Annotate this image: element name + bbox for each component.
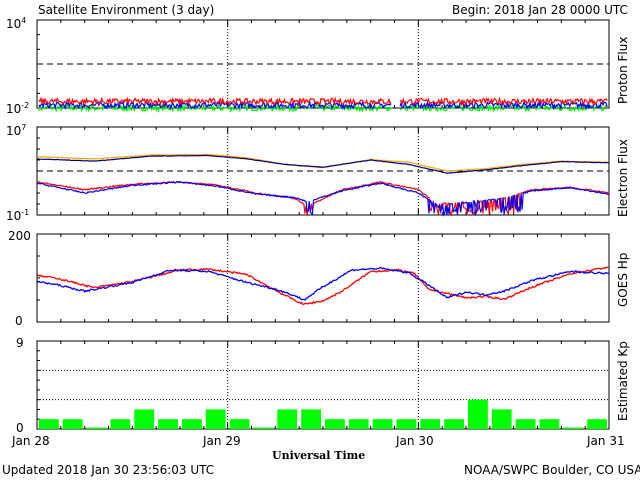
kp-bar: [182, 419, 202, 429]
page-title: Satellite Environment (3 day): [38, 3, 215, 17]
kp-bar: [229, 419, 250, 429]
kp-ytick-top: 9: [16, 336, 24, 350]
proton-ytick-bottom: 10-2: [6, 101, 30, 116]
proton-flux-label: Proton Flux: [616, 36, 630, 104]
begin-time: Begin: 2018 Jan 28 0000 UTC: [452, 3, 628, 17]
kp-bar: [253, 427, 274, 429]
panel-frame: [36, 233, 610, 323]
estimated-kp-label: Estimated Kp: [616, 341, 630, 421]
electron-ytick-top: 107: [6, 123, 27, 138]
goes-series-blue: [36, 266, 610, 301]
kp-bar: [587, 419, 607, 429]
kp-bar: [348, 419, 369, 429]
electron-series-navy: [36, 154, 610, 174]
kp-bar: [325, 419, 345, 429]
electron-ytick-bottom: 10-1: [6, 208, 30, 223]
kp-bar: [563, 427, 584, 429]
kp-bar: [491, 409, 512, 429]
kp-bar: [205, 409, 226, 429]
electron-flux-label: Electron Flux: [616, 139, 630, 217]
goes-series-red: [36, 266, 609, 305]
kp-bar: [301, 409, 321, 429]
kp-bar: [515, 419, 536, 429]
kp-bar: [396, 419, 417, 429]
kp-bar: [86, 427, 107, 429]
kp-bar: [158, 419, 178, 429]
kp-bar: [134, 409, 155, 429]
kp-bar: [372, 419, 393, 429]
goes-ytick-bottom: 0: [15, 314, 23, 328]
kp-bar: [539, 419, 560, 429]
goes-ytick-top: 200: [8, 229, 31, 243]
electron-series-orange: [36, 153, 610, 172]
proton-ytick-top: 104: [6, 16, 27, 31]
kp-ytick-bottom: 0: [16, 421, 24, 435]
kp-bar: [420, 419, 441, 429]
xtick-jan-29: Jan 29: [203, 434, 241, 448]
goes-hp-label: GOES Hp: [616, 252, 630, 307]
plot-layer: [36, 63, 610, 429]
kp-bar: [110, 419, 131, 429]
credit-text: NOAA/SWPC Boulder, CO USA: [464, 463, 640, 477]
proton-series-red: [38, 96, 608, 107]
kp-bar: [444, 419, 464, 429]
xtick-jan-31: Jan 31: [587, 434, 625, 448]
kp-bar: [39, 419, 59, 429]
electron-series-blue: [36, 180, 610, 217]
kp-bar: [277, 409, 298, 429]
xtick-jan-30: Jan 30: [396, 434, 434, 448]
kp-bar: [62, 419, 83, 429]
x-axis-label: Universal Time: [272, 449, 366, 462]
xtick-jan-28: Jan 28: [12, 434, 50, 448]
panel-frame: [36, 340, 610, 430]
panel-frames: [36, 19, 610, 430]
kp-bar: [468, 399, 488, 429]
updated-timestamp: Updated 2018 Jan 30 23:56:03 UTC: [2, 463, 215, 477]
